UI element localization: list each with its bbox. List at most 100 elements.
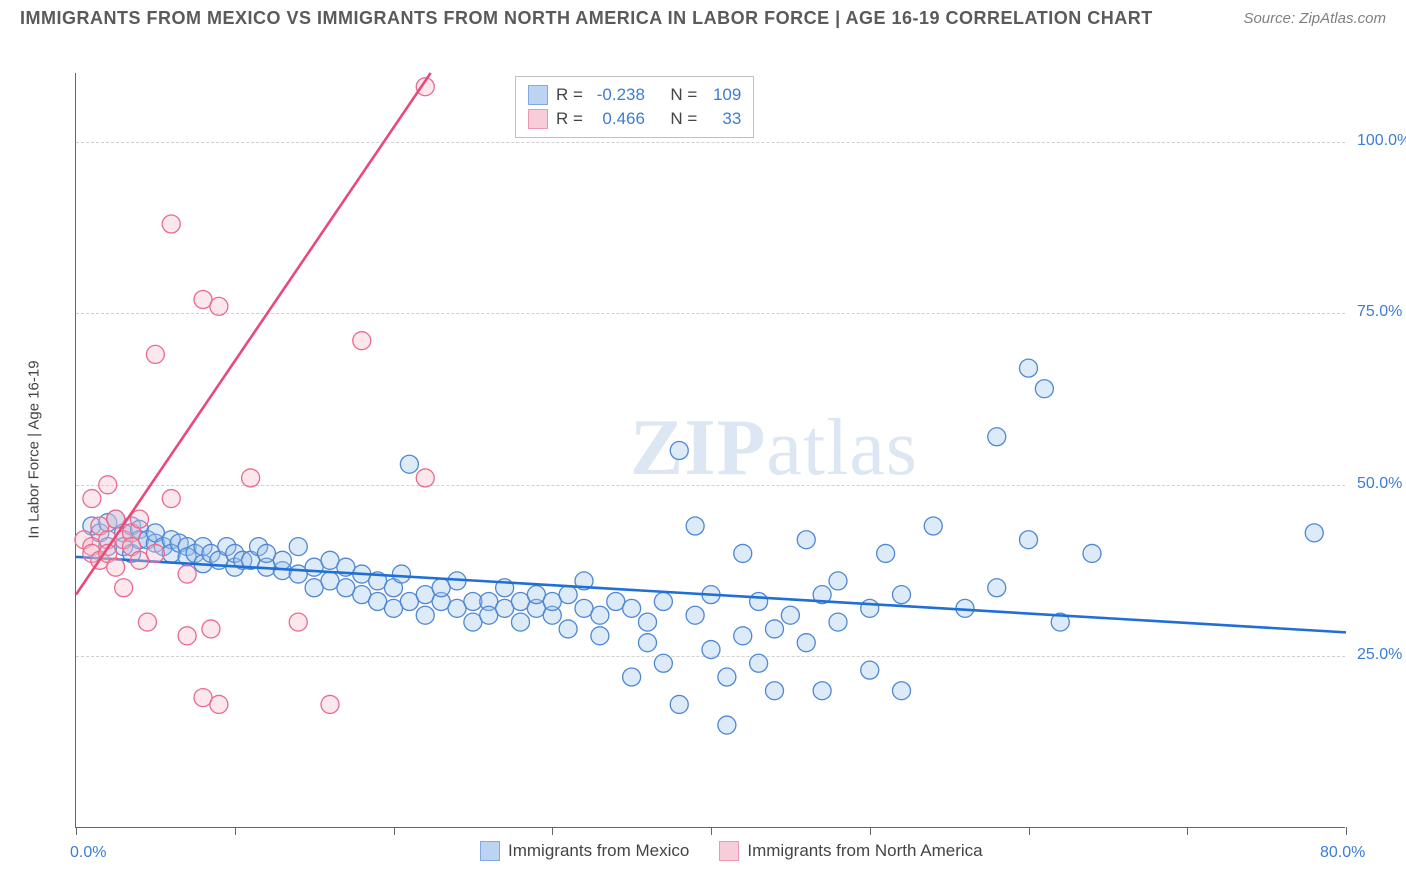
data-point: [686, 606, 704, 624]
data-point: [750, 593, 768, 611]
n-value: 33: [705, 107, 741, 131]
x-tick: [76, 827, 77, 835]
data-point: [893, 586, 911, 604]
y-tick-label: 100.0%: [1357, 132, 1406, 150]
r-value: -0.238: [591, 83, 645, 107]
legend-swatch: [480, 841, 500, 861]
chart-title: IMMIGRANTS FROM MEXICO VS IMMIGRANTS FRO…: [20, 8, 1153, 29]
data-point: [353, 332, 371, 350]
legend-label: R =: [556, 83, 583, 107]
data-point: [83, 490, 101, 508]
legend-series-name: Immigrants from North America: [747, 841, 982, 861]
legend-item: Immigrants from Mexico: [480, 841, 689, 861]
legend-swatch: [719, 841, 739, 861]
data-point: [718, 716, 736, 734]
data-point: [734, 544, 752, 562]
data-point: [178, 565, 196, 583]
data-point: [1020, 531, 1038, 549]
data-point: [654, 654, 672, 672]
data-point: [829, 613, 847, 631]
x-tick: [1187, 827, 1188, 835]
data-point: [1020, 359, 1038, 377]
legend-label: N =: [670, 107, 697, 131]
data-point: [107, 558, 125, 576]
x-tick: [1029, 827, 1030, 835]
legend-label: R =: [556, 107, 583, 131]
x-tick: [394, 827, 395, 835]
data-point: [639, 613, 657, 631]
data-point: [416, 606, 434, 624]
data-point: [162, 215, 180, 233]
y-axis-title: In Labor Force | Age 16-19: [26, 360, 43, 538]
data-point: [289, 613, 307, 631]
data-point: [686, 517, 704, 535]
data-point: [654, 593, 672, 611]
n-value: 109: [705, 83, 741, 107]
data-point: [924, 517, 942, 535]
data-point: [813, 682, 831, 700]
data-point: [750, 654, 768, 672]
x-tick: [552, 827, 553, 835]
data-point: [210, 297, 228, 315]
data-point: [146, 345, 164, 363]
data-point: [861, 661, 879, 679]
source-attribution: Source: ZipAtlas.com: [1243, 10, 1386, 27]
data-point: [623, 599, 641, 617]
trend-line: [76, 557, 1346, 633]
legend-swatch: [528, 85, 548, 105]
data-point: [734, 627, 752, 645]
data-point: [115, 579, 133, 597]
data-point: [829, 572, 847, 590]
data-point: [766, 682, 784, 700]
data-point: [781, 606, 799, 624]
data-point: [766, 620, 784, 638]
data-point: [392, 565, 410, 583]
data-point: [400, 455, 418, 473]
data-point: [273, 551, 291, 569]
data-point: [1305, 524, 1323, 542]
plot-svg: [76, 73, 1346, 828]
data-point: [146, 544, 164, 562]
x-tick: [1346, 827, 1347, 835]
correlation-chart: 25.0%50.0%75.0%100.0%0.0%80.0%In Labor F…: [20, 33, 1390, 878]
series-legend: Immigrants from Mexico Immigrants from No…: [480, 841, 983, 861]
data-point: [99, 476, 117, 494]
data-point: [131, 510, 149, 528]
data-point: [416, 469, 434, 487]
data-point: [289, 538, 307, 556]
data-point: [512, 613, 530, 631]
legend-series-name: Immigrants from Mexico: [508, 841, 689, 861]
y-tick-label: 75.0%: [1357, 303, 1402, 321]
y-tick-label: 25.0%: [1357, 646, 1402, 664]
data-point: [877, 544, 895, 562]
data-point: [797, 634, 815, 652]
data-point: [670, 695, 688, 713]
r-value: 0.466: [591, 107, 645, 131]
legend-row: R = -0.238 N = 109: [528, 83, 741, 107]
data-point: [1035, 380, 1053, 398]
data-point: [797, 531, 815, 549]
data-point: [718, 668, 736, 686]
x-tick-label: 80.0%: [1320, 844, 1365, 862]
data-point: [242, 469, 260, 487]
y-tick-label: 50.0%: [1357, 475, 1402, 493]
data-point: [210, 695, 228, 713]
data-point: [893, 682, 911, 700]
plot-area: [75, 73, 1345, 828]
data-point: [591, 627, 609, 645]
data-point: [202, 620, 220, 638]
data-point: [702, 641, 720, 659]
x-tick: [870, 827, 871, 835]
data-point: [138, 613, 156, 631]
trend-line: [76, 73, 431, 595]
data-point: [591, 606, 609, 624]
data-point: [321, 695, 339, 713]
data-point: [559, 620, 577, 638]
data-point: [1083, 544, 1101, 562]
data-point: [559, 586, 577, 604]
data-point: [988, 579, 1006, 597]
x-tick: [711, 827, 712, 835]
data-point: [670, 442, 688, 460]
legend-label: N =: [670, 83, 697, 107]
data-point: [861, 599, 879, 617]
